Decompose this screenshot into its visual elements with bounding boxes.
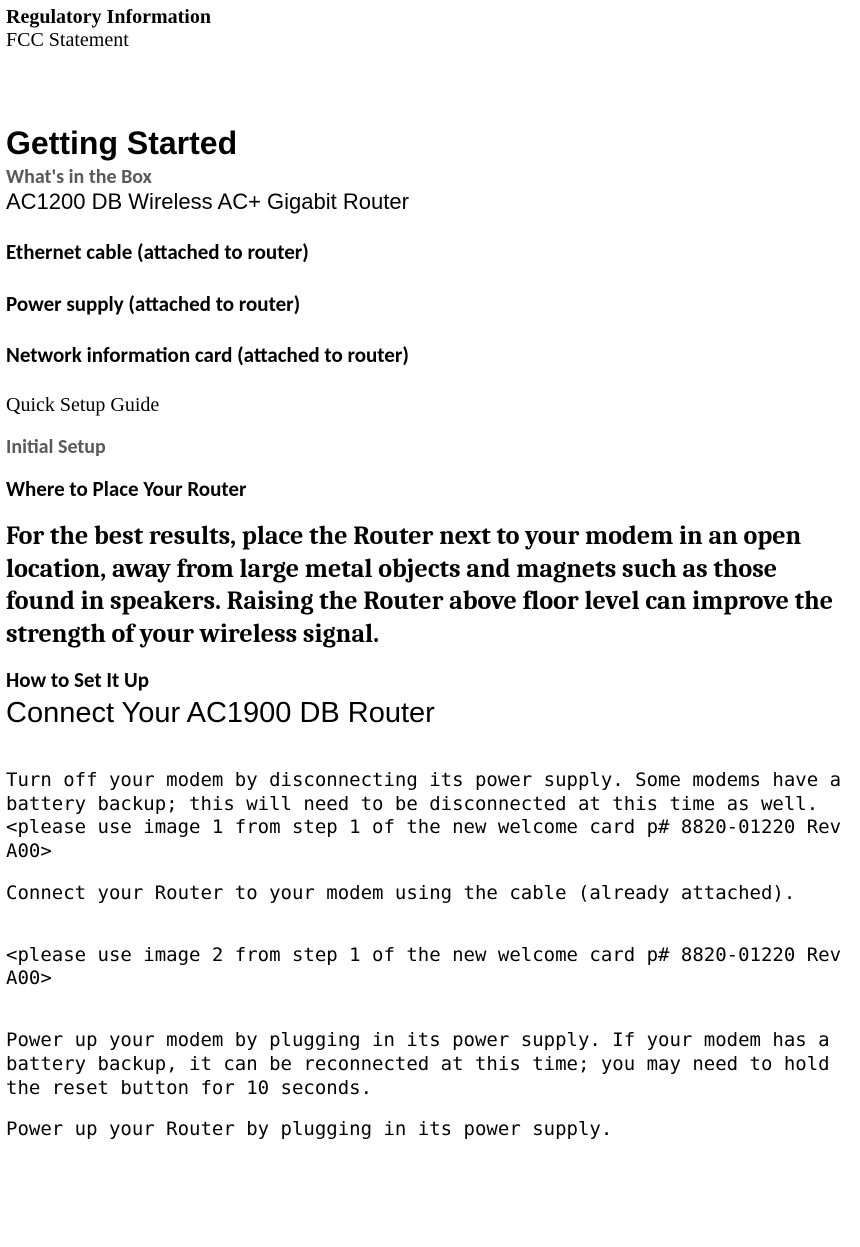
heading-whats-in-the-box: What's in the Box bbox=[6, 165, 850, 189]
text-ethernet-cable: Ethernet cable (attached to router) bbox=[6, 240, 850, 265]
paragraph-power-up-modem: Power up your modem by plugging in its p… bbox=[6, 1029, 850, 1100]
placeholder-image-1: <please use image 1 from step 1 of the n… bbox=[6, 816, 850, 864]
paragraph-connect-router: Connect your Router to your modem using … bbox=[6, 882, 850, 906]
paragraph-turn-off-modem: Turn off your modem by disconnecting its… bbox=[6, 769, 850, 817]
placeholder-image-2: <please use image 2 from step 1 of the n… bbox=[6, 944, 850, 992]
heading-initial-setup: Initial Setup bbox=[6, 435, 850, 459]
paragraph-power-up-router: Power up your Router by plugging in its … bbox=[6, 1118, 850, 1142]
heading-where-to-place: Where to Place Your Router bbox=[6, 477, 850, 502]
heading-connect-router: Connect Your AC1900 DB Router bbox=[6, 697, 850, 730]
heading-how-to-set-it-up: How to Set It Up bbox=[6, 668, 850, 693]
heading-regulatory-info: Regulatory Information bbox=[6, 6, 850, 29]
text-router-model: AC1200 DB Wireless AC+ Gigabit Router bbox=[6, 189, 850, 214]
text-quick-setup-guide: Quick Setup Guide bbox=[6, 394, 850, 417]
text-network-info-card: Network information card (attached to ro… bbox=[6, 343, 850, 368]
text-power-supply: Power supply (attached to router) bbox=[6, 292, 850, 317]
heading-getting-started: Getting Started bbox=[6, 126, 850, 161]
paragraph-placement-advice: For the best results, place the Router n… bbox=[6, 520, 850, 650]
text-fcc-statement: FCC Statement bbox=[6, 29, 850, 52]
